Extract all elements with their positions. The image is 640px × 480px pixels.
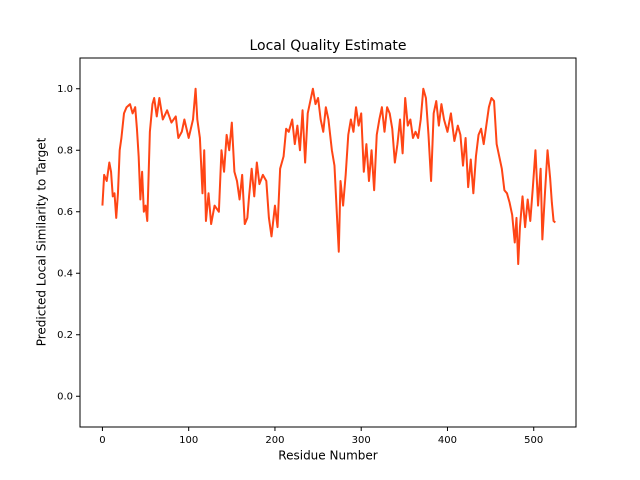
y-tick-label: 1.0 — [57, 84, 73, 95]
x-tick-label: 200 — [265, 435, 284, 446]
x-tick-label: 500 — [524, 435, 543, 446]
plot-frame — [79, 57, 577, 428]
y-tick-label: 0.0 — [57, 391, 73, 402]
x-tick-label: 0 — [99, 435, 105, 446]
x-tick-label: 300 — [352, 435, 371, 446]
y-axis-label: Predicted Local Similarity to Target — [35, 137, 49, 346]
y-tick-label: 0.4 — [57, 268, 73, 279]
chart-title: Local Quality Estimate — [249, 38, 406, 54]
x-tick-label: 100 — [179, 435, 198, 446]
x-tick-label: 400 — [438, 435, 457, 446]
y-tick-label: 0.6 — [57, 207, 73, 218]
x-axis-label: Residue Number — [278, 449, 377, 463]
y-tick-label: 0.2 — [57, 330, 73, 341]
line — [101, 87, 556, 266]
y-tick-label: 0.8 — [57, 145, 73, 156]
